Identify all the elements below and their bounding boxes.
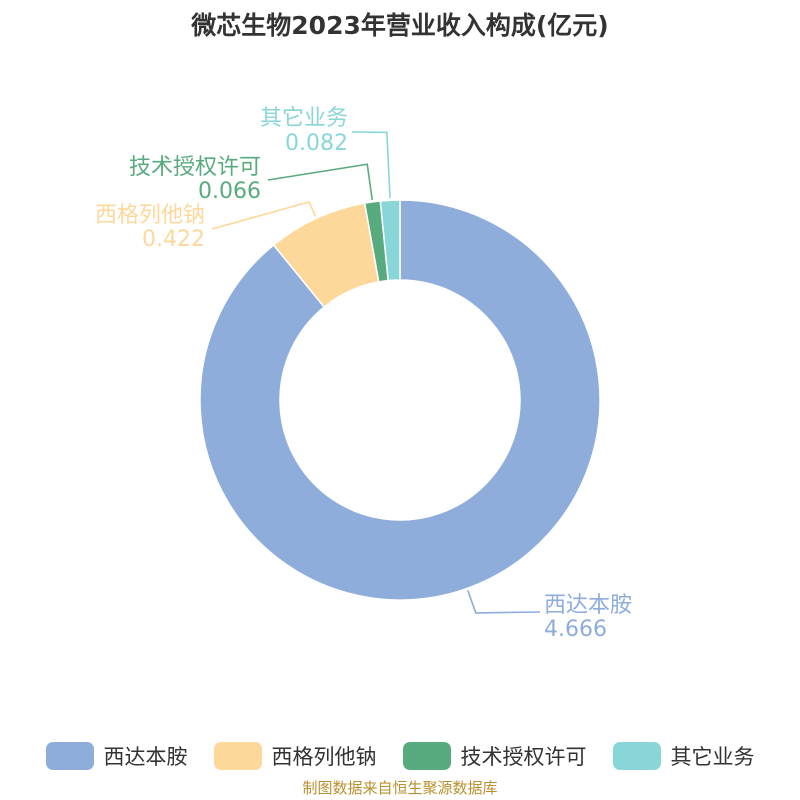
legend-item-license[interactable]: 技术授权许可: [402, 741, 587, 771]
chart-title: 微芯生物2023年营业收入构成(亿元): [191, 11, 609, 40]
slice-value-license: 0.066: [198, 179, 261, 204]
legend-label-license: 技术授权许可: [460, 745, 587, 769]
legend: 西达本胺 西格列他钠 技术授权许可 其它业务: [0, 738, 800, 774]
slice-label-license: 技术授权许可: [129, 155, 261, 180]
legend-label-xigelietana: 西格列他钠: [271, 745, 377, 769]
legend-item-other[interactable]: 其它业务: [612, 741, 755, 771]
slice-label-xidabenan: 西达本胺: [544, 593, 632, 618]
slice-value-other: 0.082: [285, 131, 348, 156]
data-source-note: 制图数据来自恒生聚源数据库: [302, 779, 498, 797]
legend-label-xidabenan: 西达本胺: [103, 745, 188, 769]
legend-swatch-xigelietana: [213, 742, 262, 770]
legend-item-xigelietana[interactable]: 西格列他钠: [213, 741, 377, 771]
slice-label-other: 其它业务: [260, 106, 348, 131]
slice-label-xigelietana: 西格列他钠: [95, 203, 205, 228]
slice-xidabenan[interactable]: [199, 199, 601, 601]
legend-label-other: 其它业务: [670, 745, 755, 769]
legend-swatch-license: [402, 742, 451, 770]
slice-value-xigelietana: 0.422: [142, 227, 205, 252]
leader-line-other: [351, 131, 391, 199]
leader-line-xidabenan: [466, 590, 541, 614]
legend-swatch-other: [612, 742, 661, 770]
leader-line-license: [267, 163, 374, 201]
legend-item-xidabenan[interactable]: 西达本胺: [45, 741, 188, 771]
slice-other[interactable]: [379, 199, 401, 282]
legend-swatch-xidabenan: [45, 742, 94, 770]
leader-line-xigelietana: [211, 200, 317, 230]
slice-value-xidabenan: 4.666: [544, 617, 607, 642]
